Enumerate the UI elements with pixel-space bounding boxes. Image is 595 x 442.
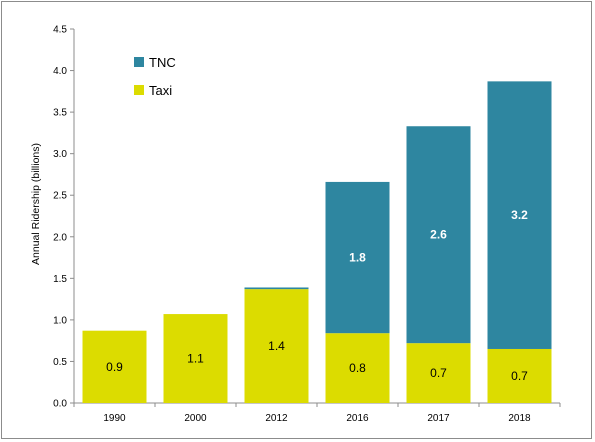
y-tick-label: 3.0 (53, 149, 67, 160)
data-label-tnc-2017: 2.6 (430, 228, 447, 242)
axes: 0.0 0.5 1.0 1.5 2.0 2.5 3.0 3.5 4.0 4.5 1990 2000 20… (53, 25, 561, 424)
data-label-taxi-2016: 0.8 (349, 361, 366, 375)
bar-taxi-1990 (82, 330, 147, 403)
y-tick-label: 0.0 (53, 399, 67, 410)
x-tick-label: 2018 (508, 413, 531, 424)
legend-label-taxi: Taxi (149, 83, 172, 98)
y-tick-label: 1.0 (53, 315, 67, 326)
bar-taxi-2000 (163, 314, 228, 403)
bar-taxi-2018 (487, 348, 552, 403)
bar-tnc-2016 (325, 181, 390, 334)
x-tick-label: 2017 (427, 413, 450, 424)
legend-swatch-taxi (134, 85, 144, 95)
data-label-taxi-1990: 0.9 (106, 360, 123, 374)
legend-swatch-tnc (134, 57, 144, 67)
legend-label-tnc: TNC (149, 55, 176, 70)
y-tick-label: 4.5 (53, 25, 67, 36)
bar-taxi-2016 (325, 333, 390, 403)
data-label-taxi-2012: 1.4 (268, 339, 285, 353)
data-label-taxi-2000: 1.1 (187, 352, 204, 366)
x-tick-label: 2000 (184, 413, 207, 424)
bar-tnc-2017 (406, 126, 471, 344)
bar-tnc-2018 (487, 81, 552, 349)
y-tick-label: 2.5 (53, 191, 67, 202)
data-label-taxi-2017: 0.7 (430, 366, 447, 380)
bars (82, 81, 552, 403)
y-axis-title: Annual Ridership (billions) (30, 143, 42, 265)
legend-box (110, 47, 190, 107)
y-tick-label: 2.0 (53, 232, 67, 243)
x-tick-label: 2012 (265, 413, 288, 424)
y-tick-label: 0.5 (53, 357, 67, 368)
bar-taxi-2017 (406, 343, 471, 403)
data-label-tnc-2018: 3.2 (511, 208, 528, 222)
data-label-taxi-2018: 0.7 (511, 369, 528, 383)
x-tick-label: 1990 (103, 413, 126, 424)
data-labels: 0.9 1.1 1.4 0.8 1.8 0.7 2.6 0.7 3.2 (106, 208, 528, 383)
y-tick-label: 1.5 (53, 274, 67, 285)
bar-tnc-2012 (244, 287, 309, 290)
data-label-tnc-2016: 1.8 (349, 251, 366, 265)
y-tick-label: 3.5 (53, 108, 67, 119)
bar-taxi-2012 (244, 289, 309, 403)
legend: TNC Taxi (110, 47, 190, 107)
y-tick-label: 4.0 (53, 66, 67, 77)
x-tick-label: 2016 (346, 413, 369, 424)
